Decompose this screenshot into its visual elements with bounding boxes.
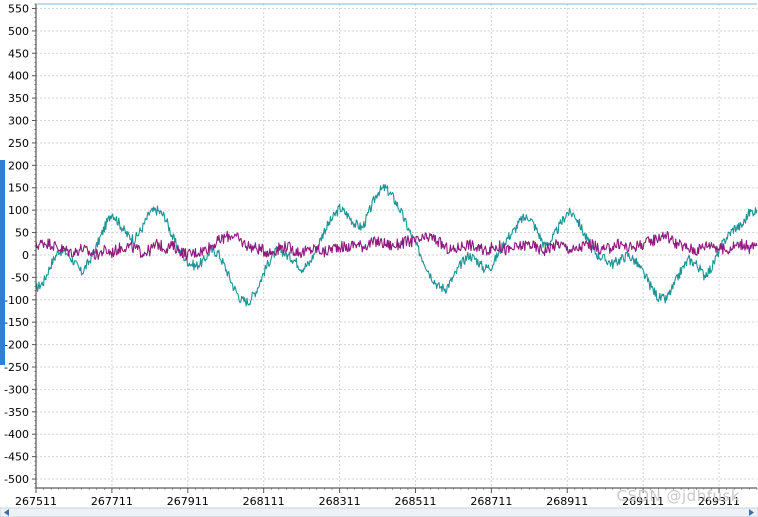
y-tick-label: -300	[4, 383, 29, 396]
y-tick-label: 0	[22, 249, 29, 262]
horizontal-scrollbar[interactable]	[0, 507, 758, 517]
y-tick-label: 200	[8, 159, 29, 172]
y-tick-label: 400	[8, 70, 29, 83]
series-line-2	[35, 230, 758, 261]
y-tick-label: -400	[4, 428, 29, 441]
y-tick-label: 150	[8, 182, 29, 195]
y-tick-label: 100	[8, 204, 29, 217]
x-tick-label: 268511	[394, 495, 436, 508]
x-tick-label: 269311	[698, 495, 740, 508]
y-tick-label: -100	[4, 294, 29, 307]
x-tick-label: 268711	[470, 495, 512, 508]
chart-chrome	[0, 3, 758, 517]
y-tick-label: -50	[11, 271, 29, 284]
y-tick-labels: -500-450-400-350-300-250-200-150-100-500…	[4, 2, 29, 486]
axes	[32, 3, 758, 493]
y-tick-label: 250	[8, 137, 29, 150]
y-tick-label: 50	[15, 227, 29, 240]
x-tick-label: 267511	[15, 495, 57, 508]
watermark: CSDN @jdhfusk	[616, 487, 740, 505]
x-tick-label: 267711	[91, 495, 133, 508]
x-tick-label: 269111	[622, 495, 664, 508]
y-tick-label: 550	[8, 2, 29, 15]
y-tick-label: -150	[4, 316, 29, 329]
y-tick-label: 350	[8, 92, 29, 105]
x-tick-label: 268311	[319, 495, 361, 508]
grid	[35, 4, 757, 488]
pan-handle[interactable]	[0, 160, 5, 365]
scroll-right-arrow-icon[interactable]	[749, 509, 754, 516]
y-tick-label: -450	[4, 451, 29, 464]
y-tick-label: -350	[4, 406, 29, 419]
series-line-1	[35, 183, 758, 307]
series-group	[35, 183, 758, 307]
y-tick-label: 500	[8, 25, 29, 38]
y-tick-label: -250	[4, 361, 29, 374]
x-tick-label: 268911	[546, 495, 588, 508]
scroll-left-arrow-icon[interactable]	[4, 509, 9, 516]
x-tick-label: 267911	[167, 495, 209, 508]
x-tick-label: 268111	[243, 495, 285, 508]
y-tick-label: 300	[8, 115, 29, 128]
x-tick-labels: 267511 267711 267911 268111 268311 268511 2687…	[15, 495, 740, 508]
y-tick-label: 450	[8, 47, 29, 60]
y-tick-label: -500	[4, 473, 29, 486]
y-tick-label: -200	[4, 339, 29, 352]
